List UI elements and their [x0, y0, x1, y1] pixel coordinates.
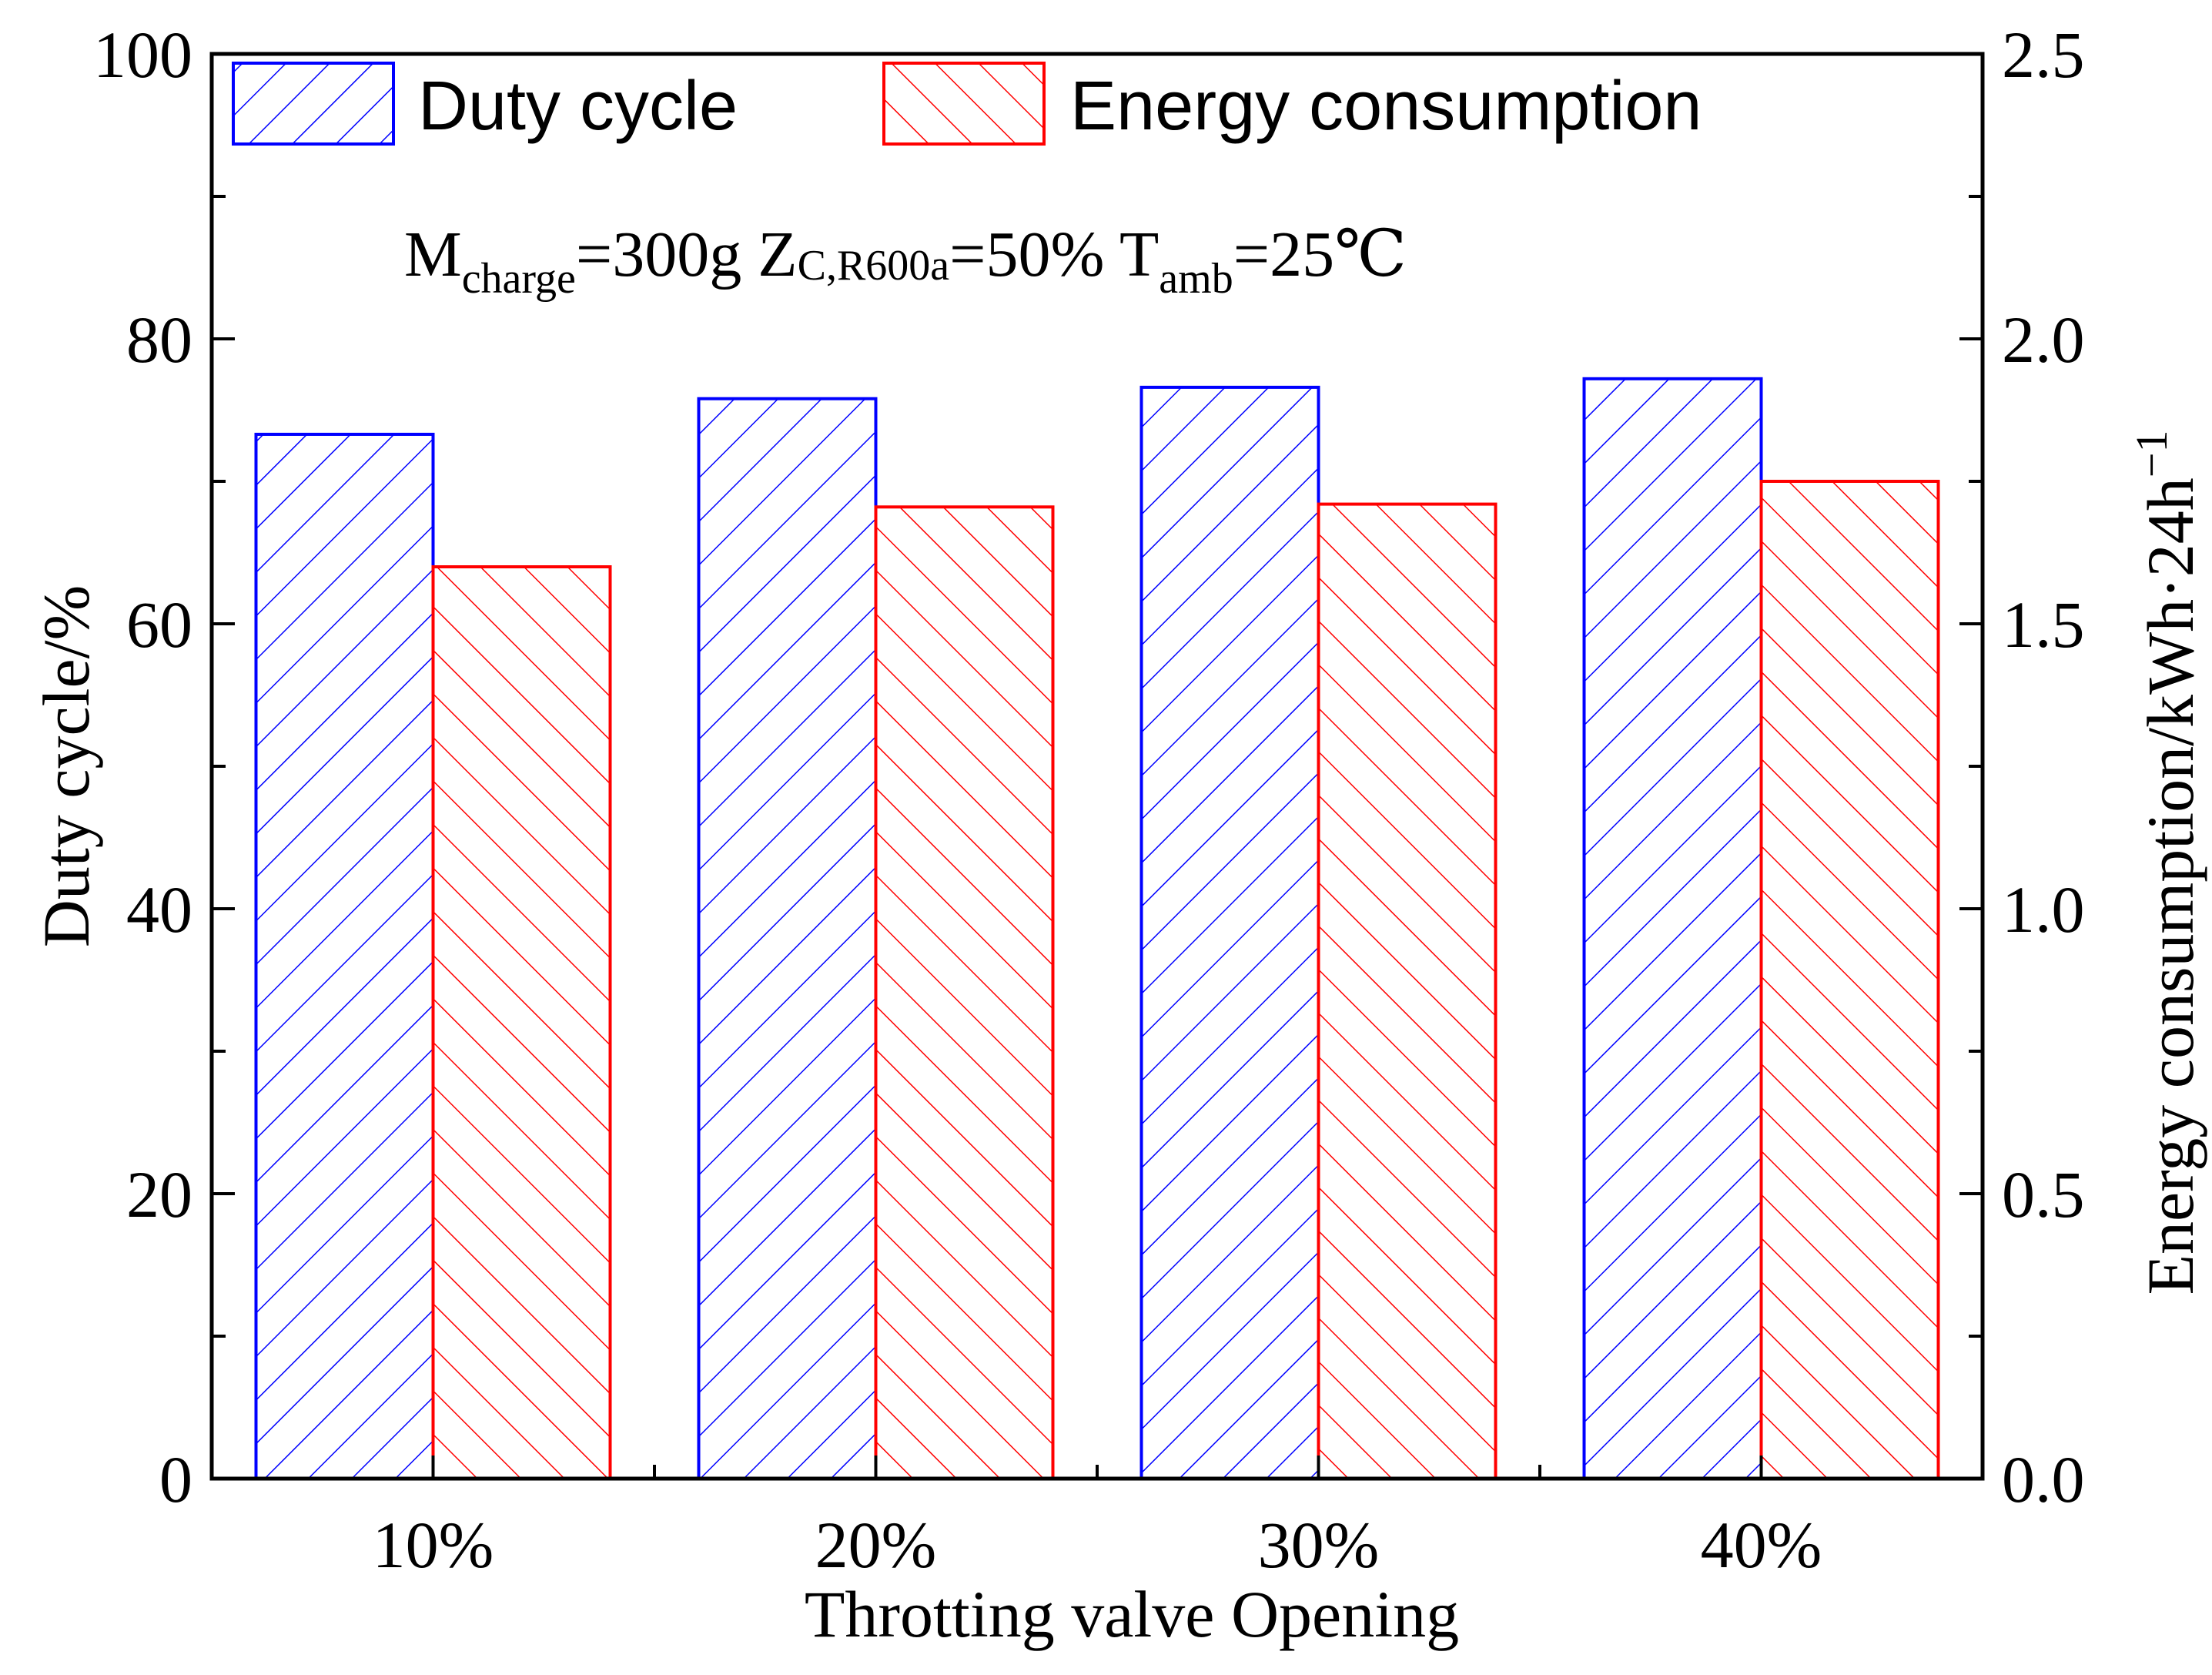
y-axis-title-left: Duty cycle/% — [29, 585, 103, 947]
y-axis-title-right-sup: −1 — [2127, 430, 2177, 477]
y-tick-label-left: 40 — [126, 873, 192, 946]
bar-energy-consumption-10 — [431, 565, 612, 1480]
y-tick-label-right: 1.5 — [2002, 588, 2085, 662]
annotation-m-val: =300g — [576, 219, 758, 290]
x-tick-label: 10% — [373, 1508, 494, 1582]
y-tick-label-right: 2.0 — [2002, 303, 2085, 377]
y-tick-label-left: 0 — [159, 1442, 192, 1516]
bar-energy-consumption-40 — [1759, 480, 1940, 1480]
x-tick-label: 30% — [1258, 1508, 1380, 1582]
x-axis-title: Throtting valve Opening — [805, 1577, 1459, 1651]
legend-swatch-duty-cycle — [232, 62, 395, 146]
y-axis-title-right-main: Energy consumption/kWh·24h — [2133, 477, 2207, 1295]
y-axis-title-right: Energy consumption/kWh·24h−1 — [2127, 430, 2207, 1295]
bar-duty-cycle-20 — [697, 397, 878, 1481]
annotation-t-sub: amb — [1159, 255, 1233, 303]
legend: Duty cycle Energy consumption — [232, 62, 1702, 146]
y-tick-label-left: 100 — [93, 18, 192, 92]
legend-label-energy-consumption: Energy consumption — [1070, 68, 1702, 145]
y-tick-label-right: 1.0 — [2002, 873, 2085, 946]
y-tick-label-left: 80 — [126, 303, 192, 377]
y-tick-label-right: 2.5 — [2002, 18, 2085, 92]
y-tick-label-left: 20 — [126, 1157, 192, 1231]
bar-energy-consumption-20 — [874, 505, 1055, 1480]
annotation-z: Z — [758, 219, 797, 290]
annotation-t: T — [1119, 219, 1159, 290]
legend-swatch-energy-consumption — [882, 62, 1046, 146]
annotation-m-sub: charge — [462, 255, 576, 303]
y-tick-label-right: 0.0 — [2002, 1442, 2085, 1516]
x-tick-label: 20% — [815, 1508, 937, 1582]
annotation-m: M — [404, 219, 462, 290]
x-tick-label: 40% — [1701, 1508, 1822, 1582]
bar-energy-consumption-30 — [1317, 502, 1498, 1480]
y-tick-label-right: 0.5 — [2002, 1157, 2085, 1231]
annotation-z-val: =50% — [949, 219, 1119, 290]
bar-duty-cycle-10 — [254, 432, 435, 1481]
legend-label-duty-cycle: Duty cycle — [418, 68, 738, 145]
condition-annotation: Mcharge=300g ZC,R600a=50% Tamb=25℃ — [404, 219, 1407, 303]
annotation-t-val: =25℃ — [1233, 219, 1407, 290]
annotation-z-sub: C,R600a — [798, 242, 950, 290]
bar-duty-cycle-40 — [1582, 377, 1763, 1480]
bar-duty-cycle-30 — [1139, 385, 1320, 1480]
y-tick-label-left: 60 — [126, 588, 192, 662]
